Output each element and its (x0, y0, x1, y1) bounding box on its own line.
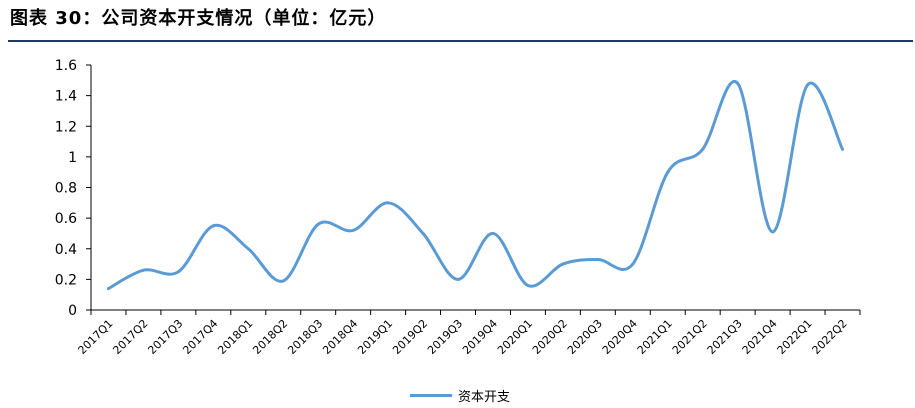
x-tick-label: 2018Q1 (215, 317, 255, 357)
data-point (106, 287, 110, 291)
x-tick-label: 2021Q2 (670, 317, 710, 357)
title-rule (8, 40, 913, 42)
y-tick-label: 1 (68, 150, 77, 166)
y-tick-label: 1.2 (55, 119, 77, 135)
x-tick-label: 2022Q2 (810, 317, 850, 357)
y-tick-label: 0.4 (55, 242, 77, 258)
data-point (701, 147, 705, 151)
y-tick-label: 0.6 (55, 211, 77, 227)
data-point (491, 231, 495, 235)
data-point (666, 170, 670, 174)
data-point (561, 262, 565, 266)
x-tick-label: 2021Q3 (705, 317, 745, 357)
x-tick-label: 2020Q3 (565, 317, 605, 357)
data-point (631, 262, 635, 266)
x-tick-label: 2021Q4 (740, 317, 780, 357)
data-point (281, 279, 285, 283)
x-tick-label: 2019Q2 (390, 317, 430, 357)
y-tick-label: 1.6 (55, 58, 77, 74)
data-point (176, 270, 180, 274)
data-point (771, 230, 775, 234)
y-tick-label: 0.8 (55, 181, 77, 197)
y-tick-label: 1.4 (55, 89, 77, 105)
data-point (841, 147, 845, 151)
data-point (386, 201, 390, 205)
x-tick-label: 2017Q1 (76, 317, 116, 357)
data-point (736, 81, 740, 85)
x-tick-label: 2018Q4 (320, 317, 360, 357)
legend-line-swatch (410, 394, 452, 397)
data-point (316, 222, 320, 226)
x-tick-label: 2020Q4 (600, 317, 640, 357)
data-point (211, 224, 215, 228)
x-tick-label: 2018Q3 (285, 317, 325, 357)
x-tick-label: 2020Q2 (530, 317, 570, 357)
data-point (246, 247, 250, 251)
data-point (806, 83, 810, 87)
data-point (421, 231, 425, 235)
x-tick-label: 2021Q1 (635, 317, 675, 357)
series-line (106, 79, 845, 291)
data-point (596, 257, 600, 261)
x-tick-label: 2019Q1 (355, 317, 395, 357)
x-tick-label: 2020Q1 (495, 317, 535, 357)
legend: 资本开支 (410, 386, 510, 405)
legend-label: 资本开支 (458, 390, 511, 405)
data-point (351, 228, 355, 232)
x-tick-label: 2017Q4 (180, 317, 220, 357)
y-tick-label: 0 (68, 303, 77, 319)
x-tick-label: 2019Q3 (425, 317, 465, 357)
x-tick-label: 2017Q3 (145, 317, 185, 357)
x-tick-label: 2019Q4 (460, 317, 500, 357)
data-point (456, 277, 460, 281)
figure-title: 图表 30：公司资本开支情况（单位：亿元） (10, 8, 387, 29)
data-point (141, 268, 145, 272)
data-point (526, 284, 530, 287)
x-tick-label: 2017Q2 (110, 317, 150, 357)
x-tick-label: 2018Q2 (250, 317, 290, 357)
y-tick-label: 0.2 (55, 272, 77, 288)
x-tick-label: 2022Q1 (775, 317, 815, 357)
